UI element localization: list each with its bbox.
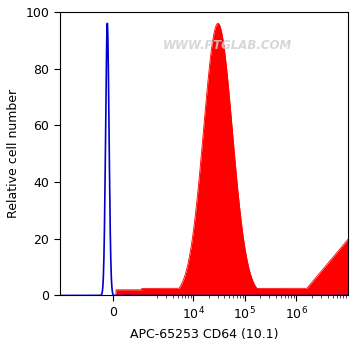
X-axis label: APC-65253 CD64 (10.1): APC-65253 CD64 (10.1) bbox=[130, 328, 278, 341]
Text: WWW.PTGLAB.COM: WWW.PTGLAB.COM bbox=[162, 39, 291, 53]
Y-axis label: Relative cell number: Relative cell number bbox=[7, 89, 20, 218]
